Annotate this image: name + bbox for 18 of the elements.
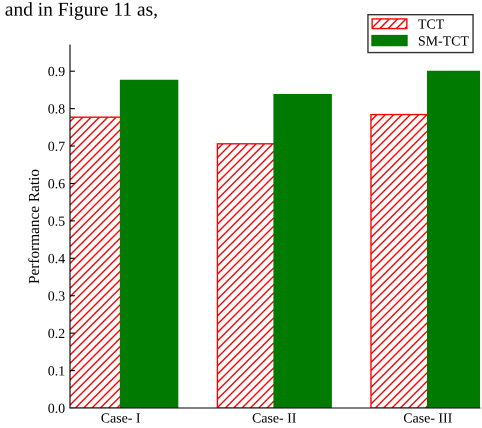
y-tick-label: 0.9 bbox=[48, 66, 65, 76]
y-tick-label: 0.1 bbox=[48, 366, 64, 376]
y-tick-label: 0.5 bbox=[48, 216, 65, 226]
y-axis-title: Performance Ratio bbox=[28, 170, 40, 284]
x-tick-label: Case- I bbox=[101, 413, 140, 423]
x-tick-label: Case- II bbox=[252, 413, 296, 423]
legend-label: SM-TCT bbox=[418, 36, 469, 46]
x-tick-label: Case- III bbox=[404, 413, 452, 423]
y-tick-label: 0.8 bbox=[48, 104, 65, 114]
text: and in Figure 11 as, bbox=[6, 2, 157, 20]
bar bbox=[273, 94, 332, 408]
legend-label: TCT bbox=[418, 19, 444, 29]
y-tick-label: 0.2 bbox=[48, 328, 64, 338]
text: 0.0 bbox=[48, 404, 65, 414]
y-tick-label: 0.3 bbox=[48, 291, 65, 301]
y-tick-label: 0.7 bbox=[48, 142, 65, 152]
y-tick-label: 0.6 bbox=[48, 179, 65, 188]
y-tick-label: 0.4 bbox=[48, 254, 65, 264]
